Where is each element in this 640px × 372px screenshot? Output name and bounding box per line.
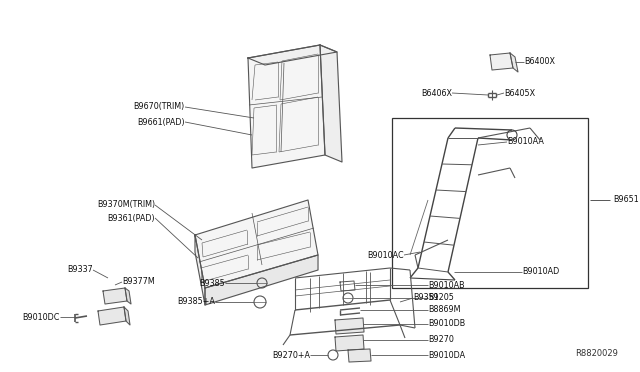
Text: B9385+A: B9385+A — [177, 298, 215, 307]
Text: B9010AA: B9010AA — [507, 138, 544, 147]
Polygon shape — [195, 235, 205, 305]
Polygon shape — [195, 200, 318, 288]
Polygon shape — [205, 255, 318, 305]
Text: B9010AD: B9010AD — [522, 267, 559, 276]
Text: B9010DB: B9010DB — [428, 320, 465, 328]
Text: B9270+A: B9270+A — [272, 350, 310, 359]
Polygon shape — [248, 45, 337, 65]
Text: B9010AB: B9010AB — [428, 280, 465, 289]
Text: B9205: B9205 — [428, 294, 454, 302]
Text: B9661(PAD): B9661(PAD) — [138, 118, 185, 126]
Text: B8869M: B8869M — [428, 305, 461, 314]
Text: B9010DC: B9010DC — [22, 312, 60, 321]
Polygon shape — [98, 307, 126, 325]
Polygon shape — [320, 45, 342, 162]
Text: B9651: B9651 — [613, 196, 639, 205]
Text: B9361(PAD): B9361(PAD) — [108, 214, 155, 222]
Text: B6406X: B6406X — [421, 89, 452, 97]
Polygon shape — [103, 288, 127, 304]
Polygon shape — [335, 318, 364, 334]
Polygon shape — [348, 349, 371, 362]
Text: B9010AC: B9010AC — [367, 250, 404, 260]
Text: B6400X: B6400X — [524, 58, 555, 67]
Text: B9385: B9385 — [199, 279, 225, 288]
Polygon shape — [124, 307, 130, 325]
Text: R8820029: R8820029 — [575, 349, 618, 358]
Text: B9351: B9351 — [413, 294, 439, 302]
Polygon shape — [335, 335, 364, 351]
Polygon shape — [490, 53, 513, 70]
Text: B9370M(TRIM): B9370M(TRIM) — [97, 201, 155, 209]
Text: B6405X: B6405X — [504, 89, 535, 97]
Polygon shape — [125, 288, 131, 304]
Text: B9377M: B9377M — [122, 278, 155, 286]
Text: B9010DA: B9010DA — [428, 350, 465, 359]
Text: B9337: B9337 — [67, 266, 93, 275]
Polygon shape — [248, 45, 325, 168]
Text: B9270: B9270 — [428, 336, 454, 344]
Bar — [392, 118, 588, 288]
Polygon shape — [510, 53, 518, 72]
Text: B9670(TRIM): B9670(TRIM) — [134, 103, 185, 112]
